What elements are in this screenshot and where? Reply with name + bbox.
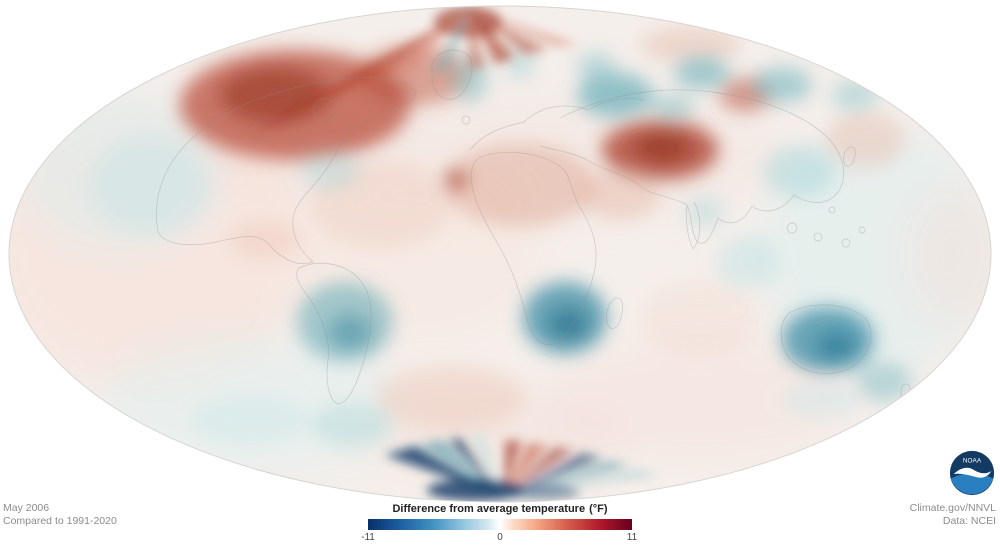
colorbar: Difference from average temperature (°F) … <box>350 503 650 544</box>
colorbar-tick-max: 11 <box>626 532 638 543</box>
map-baseline: Compared to 1991-2020 <box>3 515 117 527</box>
noaa-emblem-icon: NOAA <box>949 450 995 496</box>
map-date: May 2006 <box>3 502 50 514</box>
credit-source: Climate.gov/NNVL <box>909 502 996 514</box>
colorbar-tick-min: -11 <box>361 532 375 543</box>
noaa-logo: NOAA <box>949 450 995 496</box>
colorbar-title-text: Difference from average temperature <box>392 503 586 515</box>
south-pole-anomaly-fan <box>385 434 658 501</box>
credits-block: Climate.gov/NNVL Data: NCEI <box>910 502 996 528</box>
date-block: May 2006 Compared to 1991-2020 <box>3 502 117 528</box>
colorbar-unit: (°F) <box>589 503 608 515</box>
colorbar-title: Difference from average temperature (°F) <box>350 503 650 515</box>
colorbar-tick-mid: 0 <box>497 532 503 543</box>
map-outline <box>8 5 992 503</box>
colorbar-ticks: -11 0 11 <box>361 532 637 544</box>
colorbar-gradient <box>368 519 632 530</box>
credit-data: Data: NCEI <box>942 515 996 527</box>
north-pole-anomaly-fan <box>250 6 578 135</box>
continent-outlines <box>156 49 911 405</box>
noaa-logo-text: NOAA <box>963 457 982 464</box>
